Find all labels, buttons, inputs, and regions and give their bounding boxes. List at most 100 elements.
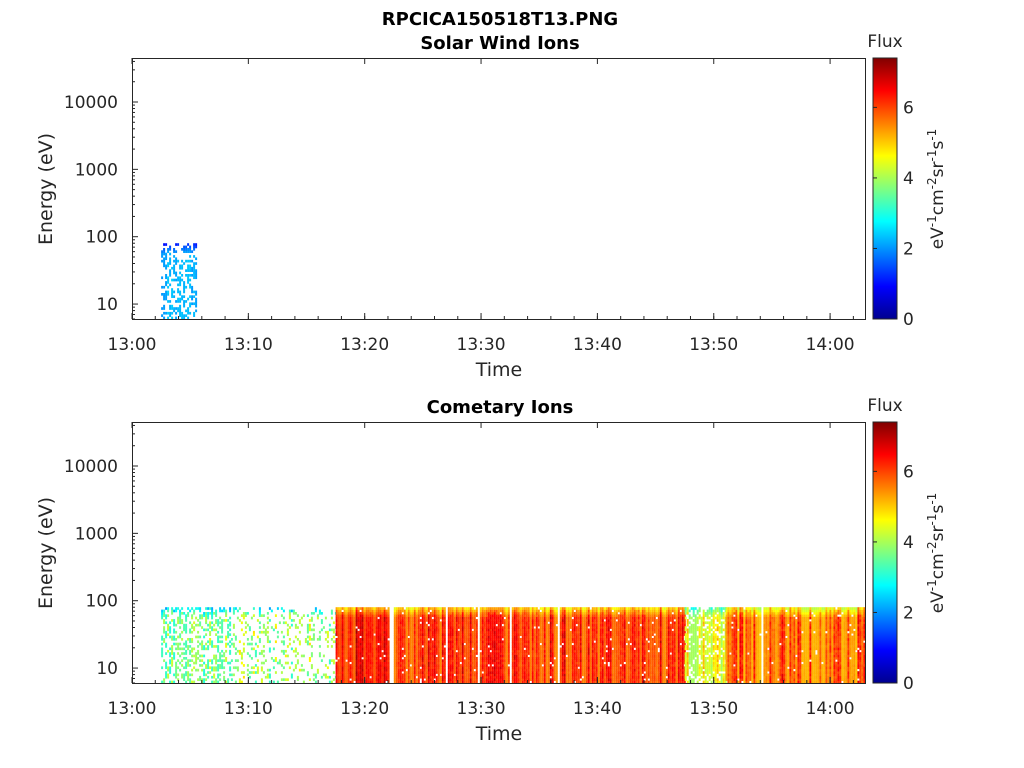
- spectrogram-cell: [441, 666, 444, 670]
- spectrogram-cell: [359, 675, 362, 679]
- spectrogram-cell: [443, 664, 446, 667]
- spectrogram-cell: [217, 649, 220, 653]
- spectrogram-cell: [459, 659, 462, 662]
- spectrogram-cell: [349, 630, 352, 634]
- spectrogram-cell: [587, 673, 590, 677]
- spectrogram-cell: [411, 640, 414, 644]
- spectrogram-cell: [215, 678, 218, 681]
- spectrogram-cell: [467, 680, 470, 684]
- spectrogram-cell: [437, 642, 440, 646]
- spectrogram-cell: [421, 661, 424, 665]
- spectrogram-cell: [491, 649, 494, 653]
- spectrogram-cell: [535, 668, 538, 672]
- spectrogram-cell: [274, 614, 277, 617]
- spectrogram-cell: [543, 633, 546, 636]
- spectrogram-cell: [367, 659, 370, 662]
- spectrogram-cell: [201, 616, 204, 620]
- spectrogram-cell: [377, 638, 380, 641]
- spectrogram-cell: [449, 638, 452, 641]
- spectrogram-cell: [435, 628, 438, 632]
- spectrogram-cell: [457, 616, 460, 620]
- spectrogram-cell: [181, 316, 184, 320]
- spectrogram-cell: [373, 609, 376, 613]
- spectrogram-cell: [473, 680, 476, 684]
- spectrogram-cell: [290, 647, 293, 651]
- spectrogram-cell: [503, 609, 506, 613]
- spectrogram-cell: [473, 626, 476, 629]
- spectrogram-cell: [427, 654, 430, 658]
- spectrogram-cell: [585, 630, 588, 634]
- spectrogram-cell: [347, 635, 350, 639]
- spectrogram-cell: [339, 619, 342, 622]
- spectrogram-cell: [537, 645, 540, 648]
- spectrogram-cell: [447, 633, 450, 636]
- spectrogram-cell: [503, 675, 506, 679]
- spectrogram-cell: [191, 250, 194, 253]
- spectrogram-cell: [519, 671, 522, 674]
- spectrogram-cell: [183, 283, 186, 287]
- spectrogram-cell: [175, 638, 178, 641]
- spectrogram-cell: [549, 666, 552, 670]
- spectrogram-cell: [203, 635, 206, 639]
- spectrogram-cell: [587, 607, 590, 610]
- spectrogram-cell: [175, 630, 178, 634]
- spectrogram-cell: [543, 612, 546, 615]
- spectrogram-cell: [465, 649, 468, 653]
- spectrogram-cell: [361, 614, 364, 617]
- spectrogram-cell: [332, 640, 335, 644]
- spectrogram-cell: [379, 609, 382, 613]
- spectrogram-cell: [435, 661, 438, 665]
- spectrogram-cell: [559, 609, 562, 613]
- spectrogram-cell: [493, 638, 496, 641]
- spectrogram-cell: [413, 616, 416, 620]
- spectrogram-cell: [195, 245, 198, 249]
- spectrogram-cell: [457, 664, 460, 667]
- spectrogram-cell: [579, 638, 582, 641]
- spectrogram-cell: [585, 668, 588, 672]
- spectrogram-cell: [361, 607, 364, 610]
- spectrogram-cell: [234, 607, 237, 610]
- spectrogram-cell: [165, 274, 168, 277]
- spectrogram-cell: [187, 664, 190, 667]
- spectrogram-cell: [437, 647, 440, 651]
- spectrogram-cell: [571, 645, 574, 648]
- spectrogram-cell: [165, 621, 168, 625]
- spectrogram-cell: [437, 614, 440, 617]
- spectrogram-cell: [353, 661, 356, 665]
- spectrogram-cell: [341, 633, 344, 636]
- spectrogram-cell: [525, 612, 528, 615]
- spectrogram-cell: [363, 630, 366, 634]
- spectrogram-cell: [215, 657, 218, 660]
- spectrogram-cell: [393, 630, 396, 634]
- spectrogram-cell: [175, 671, 178, 674]
- spectrogram-cell: [405, 638, 408, 641]
- spectrogram-cell: [395, 635, 398, 639]
- spectrogram-cell: [421, 626, 424, 629]
- spectrogram-cell: [183, 245, 186, 249]
- spectrogram-cell: [217, 647, 220, 651]
- spectrogram-cell: [425, 633, 428, 636]
- spectrogram-cell: [507, 642, 510, 646]
- spectrogram-cell: [463, 633, 466, 636]
- spectrogram-cell: [280, 649, 283, 653]
- spectrogram-cell: [471, 614, 474, 617]
- spectrogram-cell: [507, 628, 510, 632]
- spectrogram-cell: [429, 621, 432, 625]
- spectrogram-cell: [455, 619, 458, 622]
- spectrogram-cell: [481, 652, 484, 655]
- spectrogram-cell: [335, 671, 338, 674]
- spectrogram-cell: [475, 621, 478, 625]
- spectrogram-cell: [565, 671, 568, 674]
- spectrogram-cell: [161, 252, 164, 256]
- spectrogram-cell: [246, 673, 249, 677]
- spectrogram-cell: [469, 666, 472, 670]
- spectrogram-cell: [529, 623, 532, 627]
- spectrogram-cell: [573, 621, 576, 625]
- spectrogram-cell: [579, 647, 582, 651]
- spectrogram-cell: [443, 661, 446, 665]
- spectrogram-cell: [183, 657, 186, 660]
- spectrogram-cell: [447, 630, 450, 634]
- spectrogram-cell: [377, 673, 380, 677]
- spectrogram-cell: [577, 661, 580, 665]
- spectrogram-cell: [310, 652, 313, 655]
